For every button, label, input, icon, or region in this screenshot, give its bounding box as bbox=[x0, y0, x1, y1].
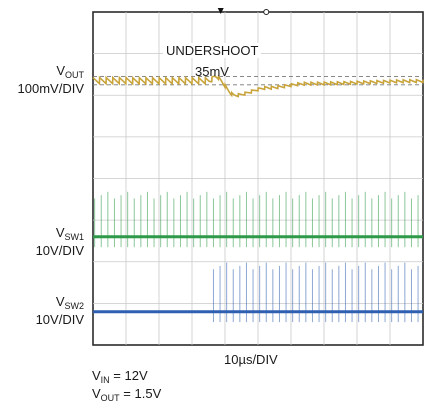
time-scale-label: 10µs/DIV bbox=[224, 352, 278, 367]
vsw1-sub: SW1 bbox=[64, 232, 84, 242]
vout-cond-value: = 1.5V bbox=[123, 386, 162, 401]
vout-condition: VOUT = 1.5V bbox=[92, 386, 161, 406]
vout-sub: OUT bbox=[65, 70, 84, 80]
vin-condition: VIN = 12V bbox=[92, 368, 148, 388]
vsw2-label: VSW2 bbox=[56, 294, 84, 314]
vout-label: VOUT bbox=[56, 63, 84, 83]
trigger-markers bbox=[217, 8, 270, 15]
vin-name: V bbox=[92, 368, 101, 383]
trigger-marker bbox=[217, 8, 224, 14]
waveform-traces bbox=[92, 74, 424, 323]
vsw2-scale: 10V/DIV bbox=[35, 312, 84, 327]
undershoot-value: 35mV bbox=[195, 64, 229, 79]
vin-sub: IN bbox=[100, 375, 110, 385]
vout-cond-name: V bbox=[92, 386, 101, 401]
reference-marker bbox=[263, 9, 270, 15]
graticule bbox=[92, 11, 424, 346]
vout-cond-sub: OUT bbox=[100, 393, 120, 403]
vout-name: V bbox=[56, 63, 65, 78]
undershoot-label: UNDERSHOOT bbox=[163, 43, 262, 58]
vsw2-name: V bbox=[55, 294, 65, 309]
vsw2-sub: SW2 bbox=[64, 301, 84, 311]
vout-trace bbox=[92, 74, 424, 98]
vsw1-scale: 10V/DIV bbox=[35, 243, 84, 258]
vsw1-label: VSW1 bbox=[56, 225, 84, 245]
vsw1-name: V bbox=[55, 225, 65, 240]
vout-scale: 100mV/DIV bbox=[17, 81, 84, 96]
vin-value: = 12V bbox=[113, 368, 148, 383]
